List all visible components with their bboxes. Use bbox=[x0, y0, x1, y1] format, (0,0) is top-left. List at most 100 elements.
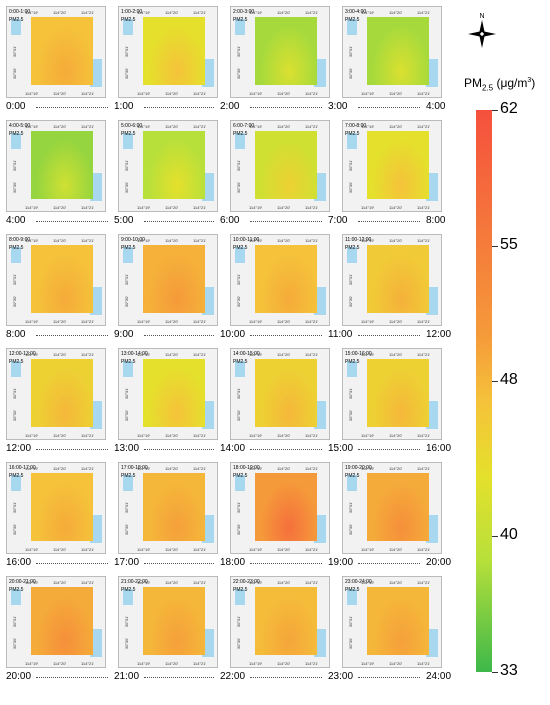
time-range-label: 13:00-14:00 bbox=[121, 351, 148, 357]
hour-label: 15:00 bbox=[328, 443, 354, 454]
time-range-label: 3:00-4:00 bbox=[345, 9, 367, 15]
pm-heatmap bbox=[143, 359, 205, 427]
lon-tick: 114°19' bbox=[249, 661, 263, 666]
timeline-dots bbox=[36, 335, 108, 336]
pm-label: PM2.5 bbox=[121, 131, 136, 137]
hour-label: 12:00 bbox=[6, 443, 32, 454]
water-body bbox=[314, 173, 326, 201]
time-range-label: 4:00-5:00 bbox=[9, 123, 31, 129]
lat-tick: 30°30' bbox=[12, 637, 18, 650]
hour-timeline: 16:00 17:00 18:00 19:00 20:00 bbox=[6, 555, 456, 573]
timeline-dots bbox=[250, 677, 322, 678]
hourly-pm-map: 7:00-8:00 PM2.5 114°19' 114°20' 114°21' 114°1… bbox=[342, 120, 442, 212]
hourly-pm-map: 13:00-14:00 PM2.5 114°19' 114°20' 114°21' 114… bbox=[118, 348, 218, 440]
water-body bbox=[11, 133, 21, 149]
water-body bbox=[426, 629, 438, 657]
timeline-dots bbox=[358, 335, 420, 336]
hourly-pm-map: 4:00-5:00 PM2.5 114°19' 114°20' 114°21' 114°1… bbox=[6, 120, 106, 212]
time-range-label: 6:00-7:00 bbox=[233, 123, 255, 129]
lat-tick: 30°30' bbox=[12, 409, 18, 422]
lon-tick: 114°19' bbox=[249, 10, 263, 15]
pm-heatmap bbox=[255, 359, 317, 427]
lon-tick: 114°21' bbox=[193, 124, 207, 129]
lon-tick: 114°19' bbox=[249, 352, 263, 357]
water-body bbox=[90, 629, 102, 657]
lon-tick: 114°21' bbox=[193, 466, 207, 471]
time-range-label: 11:00-12:00 bbox=[345, 237, 372, 243]
legend-tick-label: 33 bbox=[500, 662, 518, 679]
lon-tick: 114°21' bbox=[305, 124, 319, 129]
hour-label: 18:00 bbox=[220, 557, 246, 568]
water-body bbox=[426, 173, 438, 201]
lon-tick: 114°20' bbox=[165, 466, 179, 471]
hourly-pm-map: 21:00-22:00 PM2.5 114°19' 114°20' 114°21' 114… bbox=[118, 576, 218, 668]
lon-tick: 114°21' bbox=[81, 433, 95, 438]
lon-tick: 114°20' bbox=[389, 124, 403, 129]
lat-tick: 30°30' bbox=[348, 637, 354, 650]
lon-tick: 114°21' bbox=[305, 205, 319, 210]
lat-tick: 30°31' bbox=[12, 273, 18, 286]
water-body bbox=[235, 589, 245, 605]
lon-tick: 114°21' bbox=[305, 352, 319, 357]
pm-heatmap bbox=[31, 587, 93, 655]
hour-label: 7:00 bbox=[328, 215, 348, 226]
lon-tick: 114°20' bbox=[277, 319, 291, 324]
lon-tick: 114°21' bbox=[81, 238, 95, 243]
lon-tick: 114°20' bbox=[389, 10, 403, 15]
timeline-dots bbox=[36, 677, 108, 678]
pm-heatmap bbox=[367, 245, 429, 313]
hour-timeline: 20:00 21:00 22:00 23:00 24:00 bbox=[6, 669, 456, 687]
lon-tick: 114°19' bbox=[25, 547, 39, 552]
hour-row: 0:00-1:00 PM2.5 114°19' 114°20' 114°21' 114°1… bbox=[6, 6, 456, 120]
lon-tick: 114°20' bbox=[165, 661, 179, 666]
lat-tick: 30°31' bbox=[12, 501, 18, 514]
pm-heatmap bbox=[143, 131, 205, 199]
lon-tick: 114°20' bbox=[277, 433, 291, 438]
water-body bbox=[347, 361, 357, 377]
timeline-dots bbox=[36, 107, 108, 108]
timeline-dots bbox=[144, 221, 214, 222]
hour-timeline: 12:00 13:00 14:00 15:00 16:00 bbox=[6, 441, 456, 459]
lat-tick: 30°31' bbox=[12, 45, 18, 58]
water-body bbox=[314, 629, 326, 657]
lon-tick: 114°21' bbox=[193, 661, 207, 666]
lon-tick: 114°19' bbox=[361, 91, 375, 96]
lon-tick: 114°19' bbox=[137, 205, 151, 210]
lon-tick: 114°19' bbox=[249, 205, 263, 210]
lon-tick: 114°20' bbox=[277, 547, 291, 552]
lon-tick: 114°19' bbox=[361, 238, 375, 243]
pm-heatmap bbox=[31, 473, 93, 541]
legend-title: PM2.5 (μg/m3) bbox=[464, 76, 536, 93]
lon-tick: 114°19' bbox=[361, 547, 375, 552]
lon-tick: 114°19' bbox=[25, 580, 39, 585]
hourly-pm-map: 0:00-1:00 PM2.5 114°19' 114°20' 114°21' 114°1… bbox=[6, 6, 106, 98]
lon-tick: 114°21' bbox=[305, 433, 319, 438]
water-body bbox=[202, 173, 214, 201]
time-range-label: 22:00-23:00 bbox=[233, 579, 260, 585]
lon-tick: 114°20' bbox=[53, 661, 67, 666]
lon-tick: 114°20' bbox=[53, 547, 67, 552]
lat-tick: 30°31' bbox=[348, 615, 354, 628]
lon-tick: 114°21' bbox=[193, 238, 207, 243]
lon-tick: 114°20' bbox=[165, 547, 179, 552]
pm-label: PM2.5 bbox=[9, 131, 24, 137]
lon-tick: 114°19' bbox=[25, 433, 39, 438]
lon-tick: 114°20' bbox=[389, 319, 403, 324]
lat-tick: 30°31' bbox=[348, 159, 354, 172]
lon-tick: 114°20' bbox=[165, 238, 179, 243]
lat-tick: 30°31' bbox=[124, 387, 130, 400]
lat-tick: 30°31' bbox=[124, 615, 130, 628]
hourly-pm-map: 23:00-24:00 PM2.5 114°19' 114°20' 114°21' 114… bbox=[342, 576, 442, 668]
lon-tick: 114°21' bbox=[417, 547, 431, 552]
lon-tick: 114°21' bbox=[305, 466, 319, 471]
water-body bbox=[314, 515, 326, 543]
lon-tick: 114°21' bbox=[417, 580, 431, 585]
time-range-label: 8:00-9:00 bbox=[9, 237, 31, 243]
hourly-pm-map: 1:00-2:00 PM2.5 114°19' 114°20' 114°21' 114°1… bbox=[118, 6, 218, 98]
lon-tick: 114°19' bbox=[137, 580, 151, 585]
lon-tick: 114°19' bbox=[361, 124, 375, 129]
lon-tick: 114°20' bbox=[277, 466, 291, 471]
pm-label: PM2.5 bbox=[233, 359, 248, 365]
lon-tick: 114°21' bbox=[193, 580, 207, 585]
lat-tick: 30°30' bbox=[236, 523, 242, 536]
